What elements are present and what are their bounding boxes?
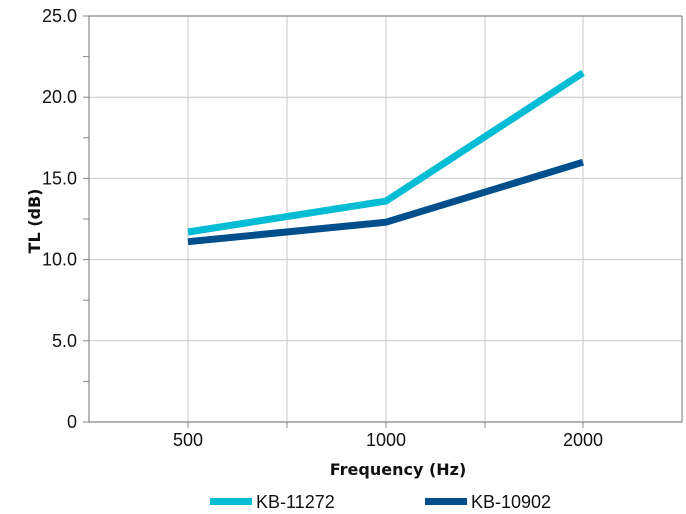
legend-label: KB-10902 <box>471 492 551 512</box>
x-tick-label: 500 <box>173 430 203 450</box>
legend: KB-11272 KB-10902 <box>210 492 551 512</box>
x-tick-label: 2000 <box>563 430 603 450</box>
y-tick-label: 0 <box>67 412 77 432</box>
series-line-kb-11272 <box>187 69 585 236</box>
y-tick-label: 5.0 <box>52 331 77 351</box>
series-lines <box>187 69 585 246</box>
x-axis-title: Frequency (Hz) <box>330 460 467 479</box>
legend-swatch <box>425 498 467 505</box>
y-tick-label: 10.0 <box>42 250 77 270</box>
x-tick-label: 1000 <box>366 430 406 450</box>
legend-label: KB-11272 <box>256 492 335 512</box>
y-axis-title: TL (dB) <box>25 189 44 254</box>
y-tick-label: 20.0 <box>42 87 77 107</box>
legend-swatch <box>210 498 252 505</box>
axes: 0 5.0 10.0 15.0 20.0 25.0 500 1000 2000 <box>42 6 683 450</box>
y-tick-label: 25.0 <box>42 6 77 26</box>
y-tick-label: 15.0 <box>42 168 77 188</box>
series-line-kb-10902 <box>187 158 585 246</box>
